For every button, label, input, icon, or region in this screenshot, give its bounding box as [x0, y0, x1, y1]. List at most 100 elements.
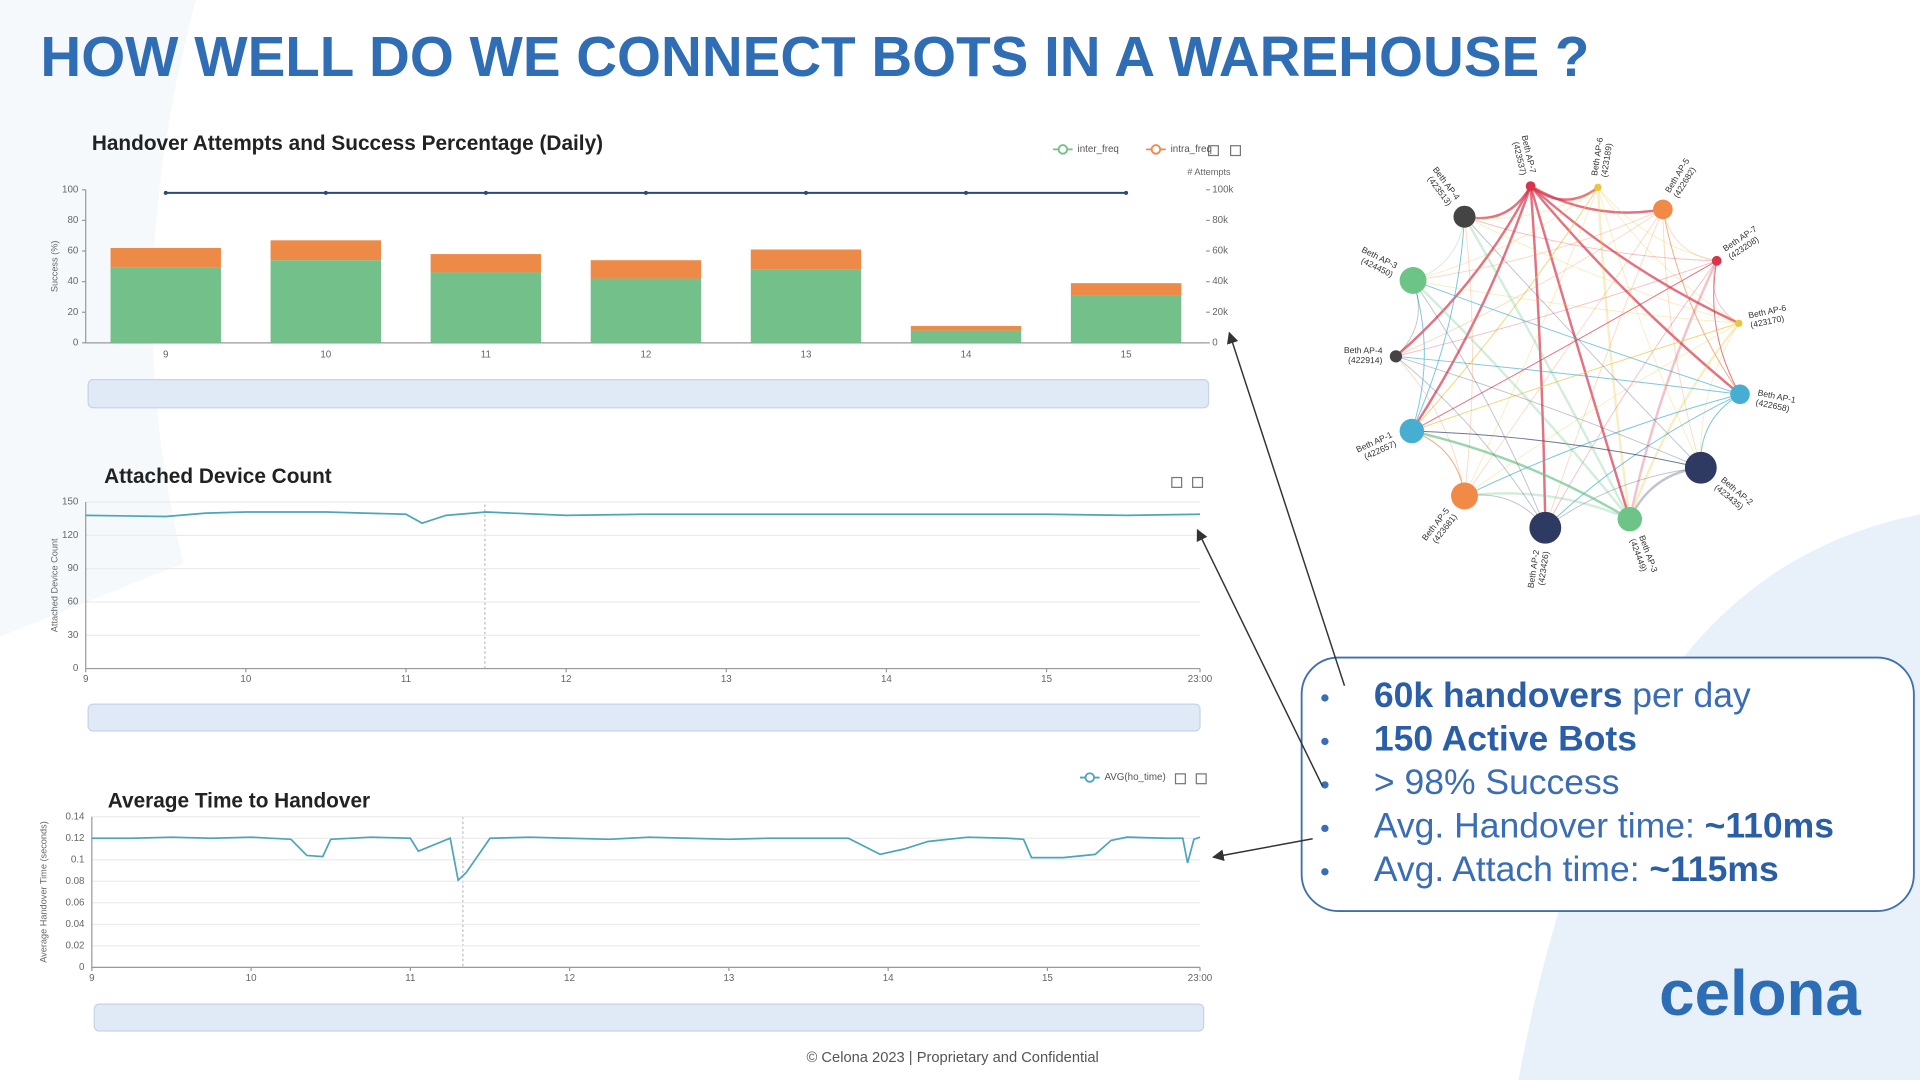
line-point — [804, 190, 808, 195]
x-tick-label: 12 — [561, 674, 572, 685]
node — [1653, 199, 1673, 220]
x-tick-label: 23:00 — [1188, 973, 1213, 984]
node — [1730, 384, 1750, 405]
edge — [1529, 185, 1631, 520]
edge — [1411, 216, 1465, 432]
bullet-dot — [1321, 868, 1329, 876]
edge — [1700, 323, 1740, 468]
chart-title: Handover Attempts and Success Percentage… — [92, 132, 603, 155]
y-tick-label: 150 — [62, 497, 79, 508]
edge — [1628, 260, 1718, 520]
x-tick-label: 14 — [961, 350, 972, 361]
x-tick-label: 15 — [1042, 973, 1053, 984]
chart-title: Average Time to Handover — [108, 790, 370, 813]
bar — [110, 267, 221, 343]
x-tick-label: 15 — [1121, 350, 1132, 361]
edge — [1597, 187, 1740, 324]
chart-title: Attached Device Count — [104, 465, 332, 488]
bar — [590, 260, 702, 279]
y-tick-label: 90 — [67, 563, 78, 574]
y-tick-label: 0 — [73, 337, 79, 348]
edge — [1544, 209, 1664, 528]
line-point — [1124, 190, 1129, 195]
legend-icon — [1150, 144, 1162, 155]
node — [1389, 350, 1403, 363]
edge — [1596, 187, 1632, 520]
edge — [1628, 322, 1740, 520]
y-tick-label: 0 — [79, 962, 85, 973]
edge — [1411, 322, 1739, 432]
node-label: Beth AP-4 — [1344, 345, 1383, 356]
bullet-dot — [1321, 694, 1329, 702]
edge — [1464, 186, 1599, 219]
y2-tick-label: 100k — [1212, 184, 1233, 195]
y-tick-label: 120 — [62, 530, 79, 541]
bar — [910, 330, 1022, 343]
x-tick-label: 13 — [723, 973, 734, 984]
y2-tick-label: 0 — [1212, 337, 1218, 348]
node — [1735, 319, 1743, 327]
y-tick-label: 80 — [67, 215, 78, 226]
edge — [1463, 216, 1631, 520]
x-tick-label: 11 — [481, 350, 491, 361]
edge — [1412, 279, 1741, 395]
node — [1525, 181, 1536, 192]
y-tick-label: 0.04 — [65, 919, 85, 930]
y-tick-label: 60 — [67, 246, 78, 257]
edge — [1412, 208, 1664, 281]
edge — [1662, 209, 1702, 468]
y-tick-label: 0.14 — [65, 811, 85, 822]
bar — [430, 272, 542, 343]
edge — [1411, 429, 1631, 521]
bar — [1070, 283, 1182, 296]
edge — [1464, 322, 1740, 497]
chart: Handover Attempts and Success Percentage… — [50, 132, 1234, 361]
bullet-text: Avg. Handover time: ~110ms — [1374, 806, 1834, 846]
bullet-text: > 98% Success — [1374, 762, 1620, 802]
line-point — [643, 190, 648, 195]
node — [1451, 482, 1478, 510]
y2-tick-label: 80k — [1212, 215, 1228, 226]
bar — [750, 269, 862, 343]
edge — [1545, 467, 1701, 529]
edge — [1411, 430, 1701, 469]
node — [1399, 418, 1425, 444]
bar — [430, 254, 542, 273]
logo: celona — [1659, 958, 1861, 1029]
x-tick-label: 23:00 — [1188, 674, 1213, 685]
line-series — [91, 836, 1201, 882]
bar — [1070, 295, 1182, 343]
chart: Attached Device Count Attached Device Cou… — [50, 465, 1213, 685]
edge — [1544, 393, 1741, 529]
bar — [910, 326, 1022, 331]
bar — [590, 278, 702, 343]
node — [1529, 511, 1562, 544]
bullet-part: ~110ms — [1705, 806, 1834, 846]
node — [1399, 266, 1427, 294]
edge — [1411, 260, 1717, 432]
edge — [1464, 216, 1702, 469]
edge — [1412, 279, 1631, 520]
x-tick-label: 9 — [83, 674, 88, 685]
edge — [1544, 260, 1718, 528]
x-tick-label: 10 — [246, 973, 257, 984]
x-tick-label: 13 — [721, 674, 732, 685]
legend-label: inter_freq — [1078, 144, 1119, 155]
edge — [1395, 355, 1465, 496]
chart: Average Time to Handover Average Handover… — [39, 772, 1213, 984]
slide-title: HOW WELL DO WE CONNECT BOTS IN A WAREHOU… — [40, 25, 1589, 88]
bullet-text: Avg. Attach time: ~115ms — [1374, 849, 1779, 889]
node — [1684, 451, 1717, 484]
bullet-part: Avg. Handover time: — [1374, 806, 1695, 846]
edge — [1529, 185, 1740, 325]
zoom-sliders — [87, 378, 1210, 1032]
edge — [1464, 216, 1739, 324]
bullet-dot — [1321, 824, 1329, 833]
bullet-part: 60k handovers — [1374, 675, 1623, 715]
line-point — [163, 190, 168, 195]
bullet-part: Avg. Attach time: — [1374, 849, 1640, 889]
x-tick-label: 10 — [320, 350, 331, 361]
footer: © Celona 2023 | Proprietary and Confiden… — [807, 1050, 1099, 1066]
